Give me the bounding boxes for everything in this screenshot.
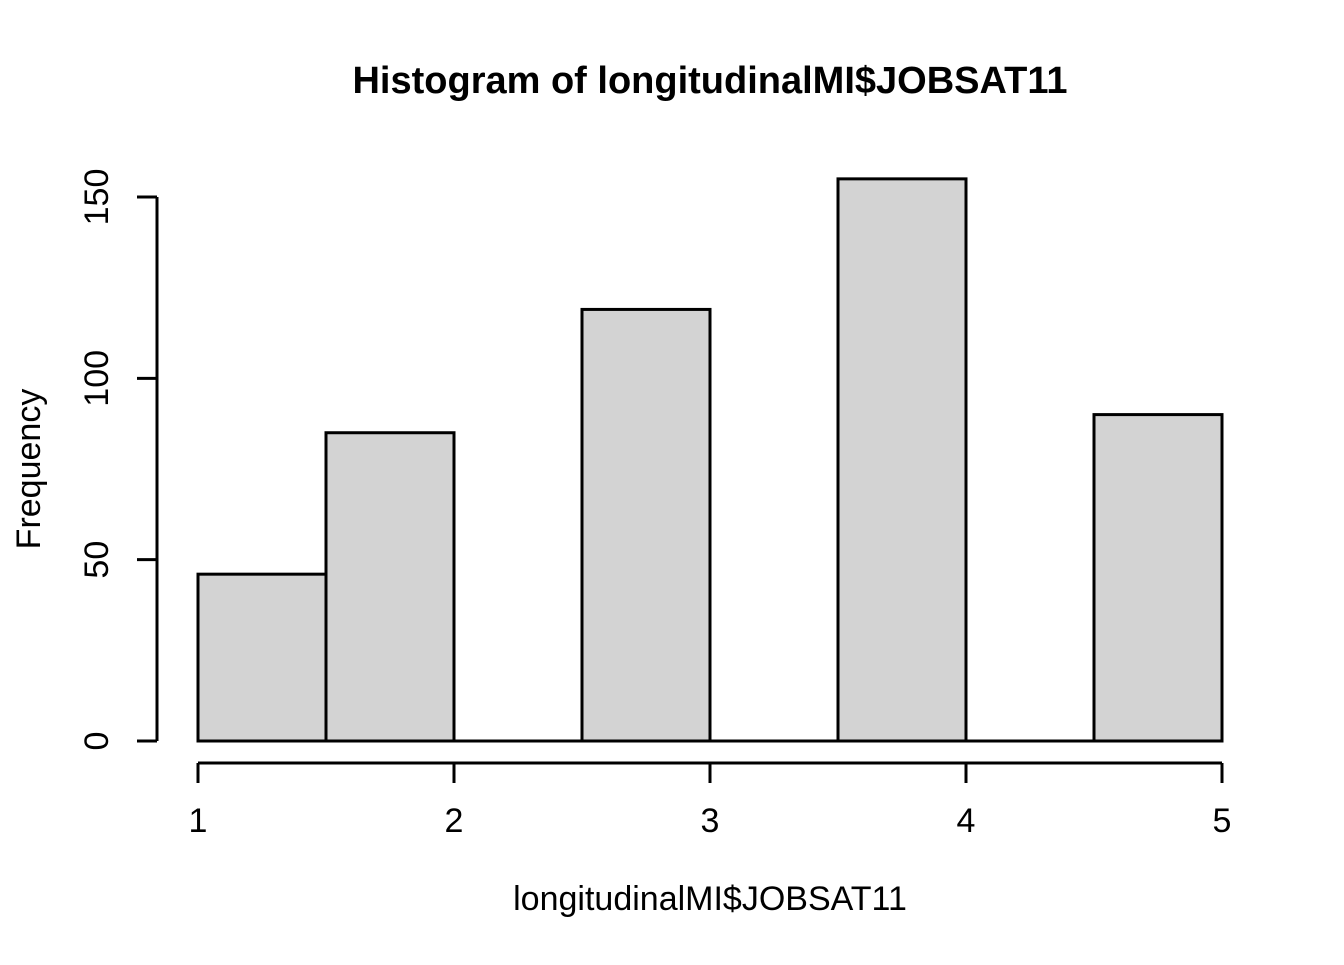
y-axis-tick-label: 0 — [78, 732, 116, 751]
bars-layer — [196, 177, 1224, 743]
histogram-bar — [580, 307, 712, 743]
histogram-bar — [836, 177, 968, 743]
histogram-bar — [1092, 413, 1224, 743]
x-axis-tick-label: 5 — [1213, 802, 1232, 840]
histogram-bar — [324, 431, 456, 743]
y-axis-title: Frequency — [10, 389, 48, 550]
x-axis-tick-label: 3 — [701, 802, 720, 840]
x-axis-title: longitudinalMI$JOBSAT11 — [513, 880, 907, 918]
y-axis-tick-label: 100 — [78, 350, 116, 407]
chart-title: Histogram of longitudinalMI$JOBSAT11 — [352, 60, 1067, 102]
x-axis-tick-label: 2 — [445, 802, 464, 840]
axes-layer: 0 50 100 150 1 2 3 4 5 — [78, 169, 1231, 840]
x-axis-tick-label: 4 — [957, 802, 976, 840]
histogram-bar — [196, 572, 328, 743]
x-axis-tick-label: 1 — [189, 802, 208, 840]
y-axis-tick-label: 50 — [78, 541, 116, 579]
y-axis-tick-label: 150 — [78, 169, 116, 226]
